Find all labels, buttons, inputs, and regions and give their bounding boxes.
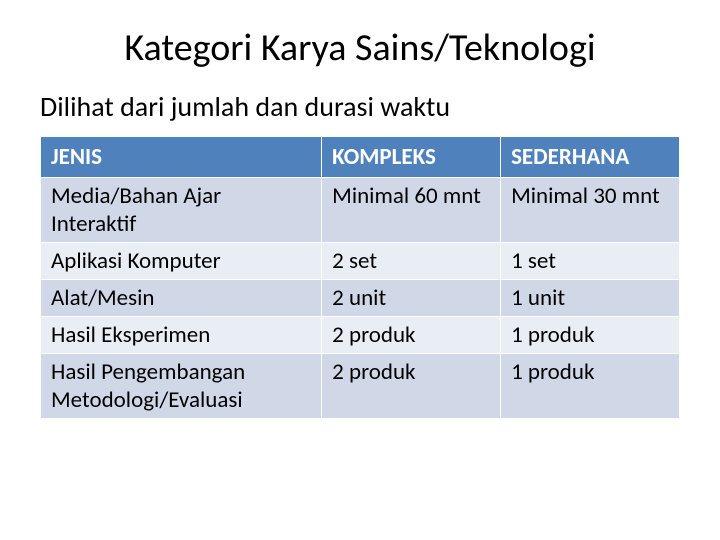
cell-jenis: Hasil Eksperimen bbox=[41, 317, 322, 354]
category-table: JENIS KOMPLEKS SEDERHANA Media/Bahan Aja… bbox=[40, 136, 680, 419]
table-row: Hasil Pengembangan Metodologi/Evaluasi 2… bbox=[41, 354, 680, 419]
table-header-row: JENIS KOMPLEKS SEDERHANA bbox=[41, 137, 680, 178]
page-subtitle: Dilihat dari jumlah dan durasi waktu bbox=[40, 89, 680, 124]
cell-sederhana: 1 produk bbox=[501, 354, 680, 419]
table-row: Aplikasi Komputer 2 set 1 set bbox=[41, 243, 680, 280]
header-sederhana: SEDERHANA bbox=[501, 137, 680, 178]
cell-kompleks: Minimal 60 mnt bbox=[322, 178, 501, 243]
cell-kompleks: 2 produk bbox=[322, 354, 501, 419]
cell-kompleks: 2 unit bbox=[322, 280, 501, 317]
table-row: Alat/Mesin 2 unit 1 unit bbox=[41, 280, 680, 317]
header-kompleks: KOMPLEKS bbox=[322, 137, 501, 178]
cell-jenis: Media/Bahan Ajar Interaktif bbox=[41, 178, 322, 243]
cell-kompleks: 2 set bbox=[322, 243, 501, 280]
cell-jenis: Hasil Pengembangan Metodologi/Evaluasi bbox=[41, 354, 322, 419]
cell-sederhana: 1 produk bbox=[501, 317, 680, 354]
cell-sederhana: 1 unit bbox=[501, 280, 680, 317]
cell-sederhana: 1 set bbox=[501, 243, 680, 280]
table-row: Hasil Eksperimen 2 produk 1 produk bbox=[41, 317, 680, 354]
header-jenis: JENIS bbox=[41, 137, 322, 178]
cell-sederhana: Minimal 30 mnt bbox=[501, 178, 680, 243]
cell-kompleks: 2 produk bbox=[322, 317, 501, 354]
table-row: Media/Bahan Ajar Interaktif Minimal 60 m… bbox=[41, 178, 680, 243]
cell-jenis: Alat/Mesin bbox=[41, 280, 322, 317]
page-title: Kategori Karya Sains/Teknologi bbox=[40, 25, 680, 71]
cell-jenis: Aplikasi Komputer bbox=[41, 243, 322, 280]
